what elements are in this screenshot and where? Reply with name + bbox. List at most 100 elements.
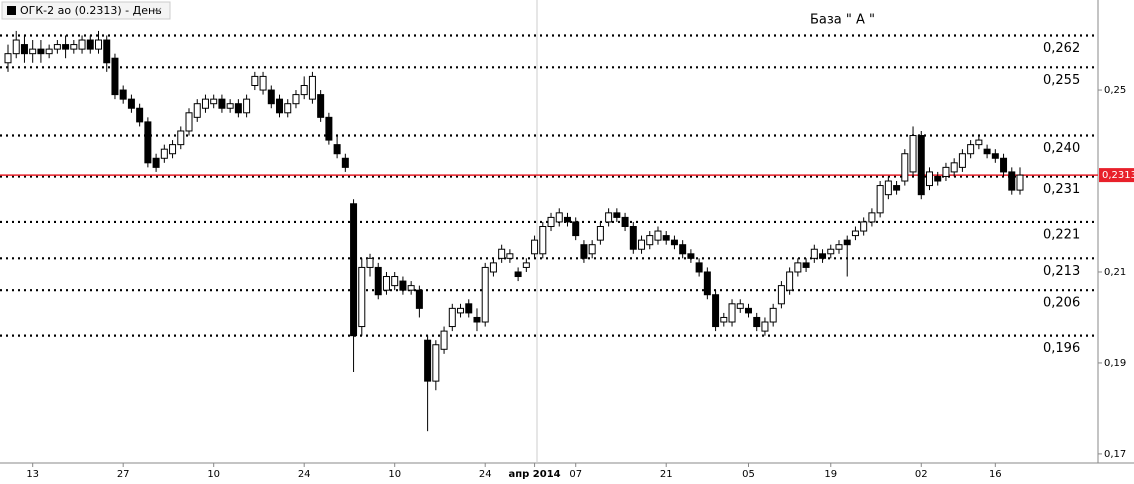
candle-body [358,266,366,328]
candle-body [152,157,160,168]
candle-body [777,285,785,305]
candle-body [925,171,933,187]
candle-body [720,316,728,323]
candle-body [687,253,695,259]
candle-body [95,39,103,50]
candle-body [498,248,506,259]
candle-body [588,244,596,255]
candle-body [1008,171,1016,191]
candle-body [514,271,522,278]
candle-body [909,135,917,173]
candle-body [605,212,613,223]
candle-body [884,180,892,196]
candle-body [712,294,720,328]
candle-body [851,230,859,237]
candle-body [201,98,209,109]
candle-body [29,48,37,55]
candle-body [391,276,399,287]
candle-body [843,239,851,246]
x-tick-label: 24 [298,469,311,480]
y-tick-label: 0,21 [1104,267,1126,278]
candle-body [218,98,226,109]
candle-body [654,230,662,241]
candle-body [934,175,942,182]
candle-body [958,153,966,168]
candle-body [679,244,687,255]
candle-body [744,307,752,314]
candle-body [37,48,45,55]
candle-body [802,262,810,268]
candle-body [646,235,654,246]
candle-body [547,216,555,227]
candle-body [407,285,415,291]
level-label: 0,262 [1043,41,1080,56]
candle-body [185,112,193,132]
candle-body [522,262,530,268]
candle-body [736,303,744,309]
candle-body [292,94,300,105]
level-label: 0,206 [1043,296,1080,311]
candle-body [144,121,152,164]
candle-body [835,244,843,250]
candle-body [382,276,390,291]
level-label: 0,196 [1043,341,1080,356]
y-tick-label: 0,19 [1104,358,1126,369]
title-box: ОГК-2 ао (0.2313) - День [1,1,171,20]
candle-body [399,280,407,291]
y-tick-label: 0,17 [1104,449,1126,460]
candle-body [259,75,267,91]
candle-body [1000,157,1008,173]
chart-title: ОГК-2 ао (0.2313) - День [20,4,162,17]
candle-body [333,144,341,155]
candle-body [860,221,868,232]
candle-body [473,316,481,323]
x-tick-label: 07 [569,469,582,480]
x-tick-label: 27 [117,469,130,480]
candle-body [366,257,374,268]
candle-body [284,103,292,114]
candle-body [868,212,876,223]
candle-body [481,266,489,323]
candle-body [728,303,736,323]
candle-body [1016,174,1024,191]
candle-body [127,98,135,109]
candle-body [893,185,901,191]
candle-body [210,98,218,105]
candle-body [489,262,497,273]
candle-body [703,271,711,296]
candle-body [596,225,604,241]
candle-body [267,89,275,105]
candle-body [325,116,333,141]
x-tick-label: 24 [479,469,492,480]
candle-body [160,148,168,159]
candle-body [317,94,325,118]
x-tick-label: апр 2014 [508,469,560,480]
candle-body [457,307,465,314]
candle-body [243,98,251,114]
candle-body [226,103,234,109]
candle-body [169,144,177,155]
y-tick-label: 0,25 [1104,85,1126,96]
candle-body [753,316,761,328]
candle-body [983,148,991,155]
candle-body [12,39,20,55]
candle-body [193,103,201,118]
annotation: База " А " [810,13,875,28]
candle-body [761,321,769,332]
x-tick-label: 02 [915,469,928,480]
dropdown-chevron[interactable] [152,7,162,13]
candle-body [621,216,629,227]
x-tick-label: 05 [742,469,755,480]
candle-body [942,166,950,177]
candle-body [20,44,28,55]
candle-body [572,221,580,237]
x-tick-label: 19 [824,469,837,480]
candle-body [415,289,423,309]
x-tick-label: 13 [26,469,39,480]
candle-body [786,271,794,291]
candle-body [374,266,382,296]
candle-body [580,244,588,259]
